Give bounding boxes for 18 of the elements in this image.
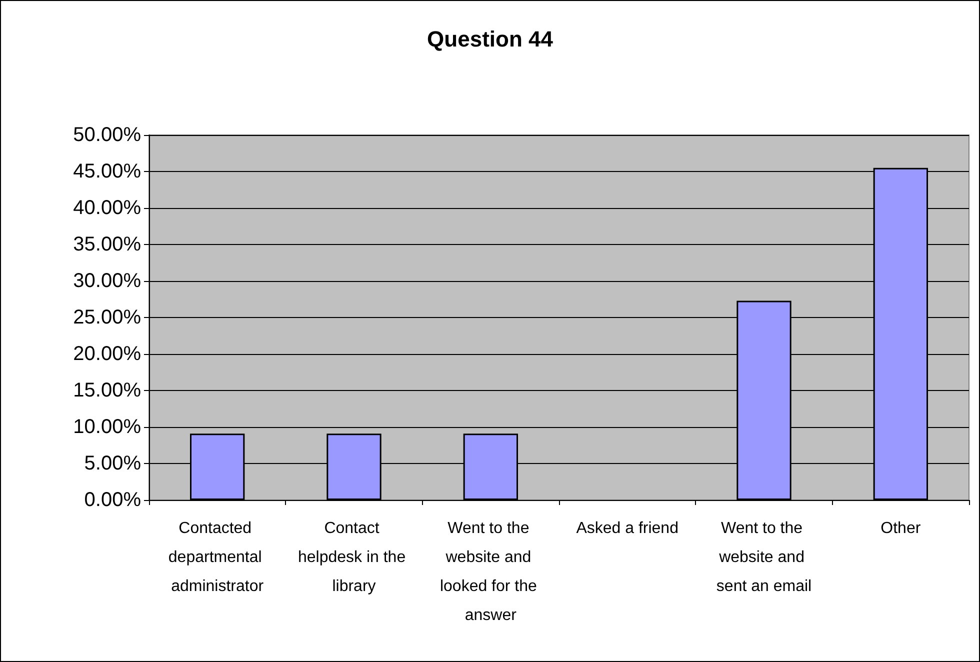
y-tick-label: 15.00% (73, 380, 142, 402)
y-tick-label: 35.00% (73, 234, 142, 256)
y-tick-label: 0.00% (84, 489, 142, 511)
x-tick-label: Other (880, 520, 922, 537)
chart-title: Question 44 (427, 26, 554, 52)
y-tick-label: 45.00% (73, 160, 142, 182)
x-tick-label: Contact helpdesk in the library (298, 520, 410, 595)
y-tick-label: 5.00% (84, 452, 142, 474)
y-tick-label: 10.00% (73, 416, 142, 438)
y-tick-label: 20.00% (73, 343, 142, 365)
x-tick-label: Went to the website and sent an email (716, 520, 812, 595)
y-tick-label: 40.00% (73, 197, 142, 219)
x-tick-label: Contacted departmental administrator (168, 520, 266, 595)
y-tick-label: 25.00% (73, 306, 142, 328)
y-tick-label: 50.00% (73, 124, 142, 146)
y-tick-label: 30.00% (73, 270, 142, 292)
x-tick-label: Asked a friend (576, 520, 678, 537)
x-tick-label: Went to the website and looked for the answer (440, 520, 542, 624)
